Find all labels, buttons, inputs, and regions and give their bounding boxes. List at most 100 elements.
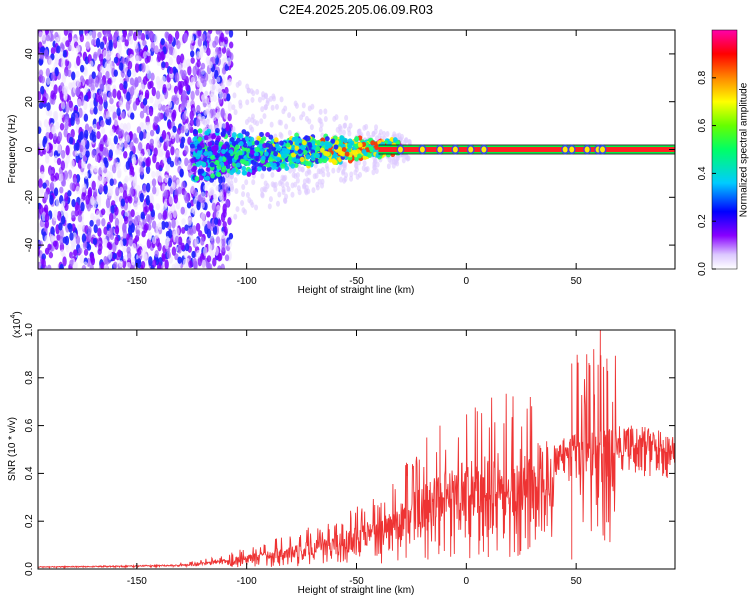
heatmap-cell (135, 97, 140, 106)
heatmap-cell (165, 149, 170, 159)
heatmap-cell (347, 138, 353, 144)
heatmap-cell (207, 141, 213, 147)
heatmap-cell (58, 222, 63, 231)
heatmap-cell (129, 77, 135, 86)
heatmap-cell (213, 217, 219, 226)
heatmap-cell (81, 183, 86, 193)
heatmap-cell (362, 124, 367, 131)
heatmap-cell (84, 123, 90, 132)
heatmap-cell (237, 132, 243, 138)
heatmap-cell (70, 244, 75, 253)
x-tick-label: -50 (349, 576, 364, 587)
heatmap-cell (257, 96, 262, 103)
heatmap-cell (146, 238, 152, 249)
heatmap-cell (162, 210, 168, 220)
heatmap-cell (231, 140, 237, 147)
heatmap-cell (129, 141, 134, 152)
heatmap-cell (215, 235, 221, 245)
heatmap-cell (77, 247, 83, 255)
heatmap-cell (154, 45, 159, 54)
heatmap-cell (241, 207, 246, 214)
heatmap-cell (109, 128, 114, 137)
heatmap-cell (152, 186, 157, 195)
heatmap-cell (284, 123, 289, 130)
heatmap-cell (54, 58, 60, 65)
heatmap-cell (600, 146, 606, 153)
heatmap-cell (142, 184, 147, 193)
heatmap-cell (151, 178, 157, 187)
heatmap-cell (397, 146, 403, 153)
heatmap-cell (153, 115, 158, 126)
heatmap-cell (336, 167, 341, 174)
heatmap-cell (165, 140, 170, 147)
heatmap-cell (201, 212, 206, 222)
heatmap-cell (41, 96, 47, 104)
heatmap-cell (216, 171, 222, 178)
snr-y-axis-label: SNR (10 * v/v) (7, 417, 18, 481)
heatmap-cell (38, 57, 43, 66)
heatmap-cell (155, 170, 160, 179)
heatmap-cell (75, 45, 81, 53)
heatmap-cell (335, 126, 340, 133)
heatmap-cell (211, 84, 216, 91)
heatmap-cell (148, 106, 154, 117)
heatmap-cell (206, 31, 211, 39)
heatmap-cell (189, 206, 195, 214)
y-tick-label: 0.2 (24, 514, 35, 528)
heatmap-cell (200, 68, 205, 75)
heatmap-cell (189, 229, 194, 236)
heatmap-cell (347, 143, 353, 149)
heatmap-cell (190, 76, 196, 85)
heatmap-cell (183, 32, 188, 43)
heatmap-cell (197, 230, 203, 237)
heatmap-cell (127, 60, 133, 70)
heatmap-cell (119, 83, 124, 91)
heatmap-cell (94, 79, 99, 88)
heatmap-cell (224, 30, 230, 35)
heatmap-cell (260, 106, 265, 113)
heatmap-cell (118, 186, 124, 194)
heatmap-cell (389, 158, 394, 165)
heatmap-cell (83, 113, 89, 122)
heatmap-cell (220, 212, 226, 223)
heatmap-cell (212, 40, 217, 48)
heatmap-cell (178, 88, 183, 95)
heatmap-cell (184, 224, 189, 231)
heatmap-cell (68, 136, 74, 145)
heatmap-cell (220, 107, 226, 118)
heatmap-cell (174, 95, 180, 106)
heatmap-cell (290, 152, 296, 158)
heatmap-cell (124, 39, 129, 47)
heatmap-cell (280, 181, 285, 188)
heatmap-cell (161, 252, 166, 262)
heatmap-cell (76, 78, 81, 88)
heatmap-cell (44, 219, 50, 229)
heatmap-cell (69, 232, 74, 241)
heatmap-cell (208, 61, 213, 69)
heatmap-cell (56, 143, 62, 154)
heatmap-cell (72, 262, 78, 269)
heatmap-cell (114, 236, 119, 246)
heatmap-cell (168, 33, 173, 44)
heatmap-cell (174, 253, 179, 261)
heatmap-cell (171, 181, 176, 189)
heatmap-cell (102, 49, 108, 60)
heatmap-cell (287, 129, 292, 136)
spectrogram-heatmap (38, 30, 675, 269)
heatmap-cell (55, 121, 60, 130)
heatmap-cell (392, 137, 398, 143)
heatmap-cell (176, 54, 181, 65)
heatmap-cell (38, 91, 42, 101)
heatmap-cell (115, 161, 120, 170)
heatmap-cell (349, 171, 354, 178)
heatmap-cell (187, 65, 192, 76)
heatmap-cell (267, 203, 272, 210)
heatmap-cell (221, 167, 226, 173)
heatmap-cell (120, 198, 126, 207)
heatmap-cell (225, 121, 230, 132)
heatmap-cell (259, 118, 264, 125)
heatmap-cell (144, 121, 150, 131)
heatmap-cell (219, 189, 224, 196)
heatmap-cell (89, 165, 95, 175)
heatmap-cell (260, 192, 265, 199)
